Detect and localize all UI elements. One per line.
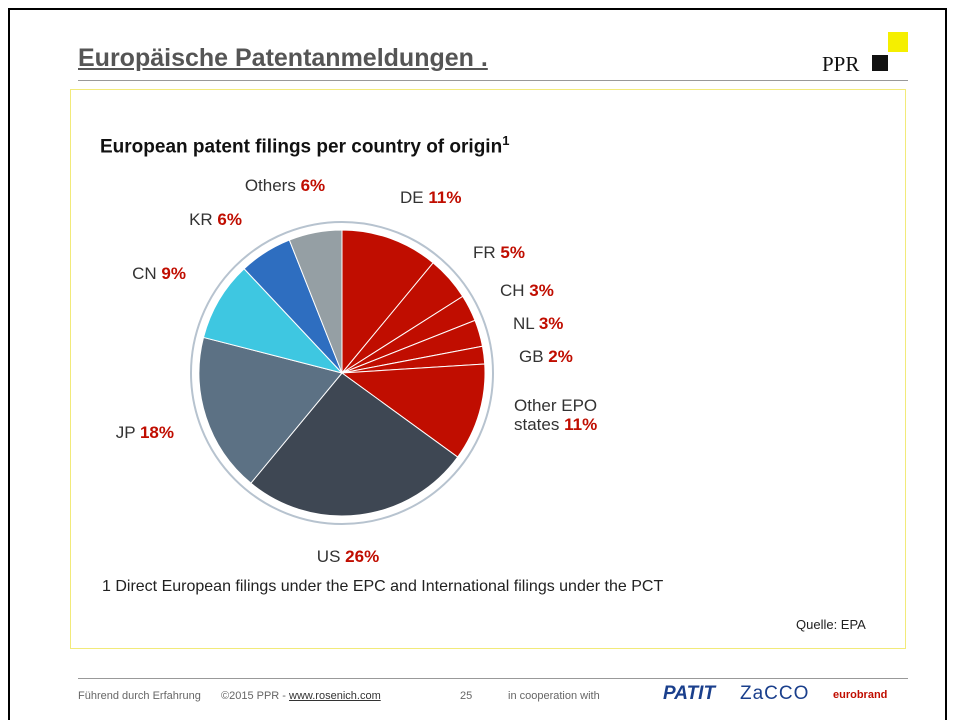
slice-value: 3% bbox=[538, 314, 564, 333]
slice-value: 26% bbox=[345, 547, 380, 566]
partner-zacco: ZaCCO bbox=[740, 683, 810, 704]
slice-label: JP 18% bbox=[116, 423, 174, 442]
slice-value: 6% bbox=[300, 176, 326, 195]
pie-slice bbox=[250, 372, 459, 517]
slice-name: CN bbox=[132, 264, 157, 283]
pie-slice bbox=[340, 363, 486, 458]
slice-name: Others bbox=[244, 176, 296, 195]
slice-value: 5% bbox=[500, 243, 525, 262]
footer-rule bbox=[78, 678, 908, 679]
chart-title: European patent filings per country of o… bbox=[100, 133, 509, 158]
logo-square bbox=[888, 32, 908, 52]
slice-name: FR bbox=[473, 243, 496, 262]
slice-label: KR 6% bbox=[189, 210, 242, 229]
pie-slice bbox=[198, 336, 343, 484]
slice-label: FR 5% bbox=[473, 243, 525, 262]
slice-value: 3% bbox=[529, 281, 554, 300]
slice-name: Other EPO states bbox=[514, 396, 598, 434]
footer-link[interactable]: www.rosenich.com bbox=[289, 690, 381, 702]
pie-slice bbox=[341, 229, 434, 375]
footer-tagline: Führend durch Erfahrung bbox=[78, 690, 201, 702]
slice-value: 18% bbox=[139, 423, 174, 442]
slice-value: 6% bbox=[217, 210, 242, 229]
slice-value: 11% bbox=[564, 415, 598, 434]
slice-name: NL bbox=[513, 314, 535, 333]
copyright: ©2015 PPR - bbox=[221, 690, 290, 702]
title-rule bbox=[78, 80, 908, 81]
slice-label: Others 6% bbox=[245, 176, 325, 195]
slice-name: DE bbox=[400, 188, 424, 207]
slide-title: Europäische Patentanmeldungen . bbox=[78, 44, 488, 72]
footnote: 1 Direct European filings under the EPC … bbox=[102, 578, 664, 595]
slice-value: 2% bbox=[548, 347, 573, 366]
chart-title-text: European patent filings per country of o… bbox=[100, 136, 503, 158]
title-marker: 1 bbox=[502, 133, 510, 148]
pie-slice bbox=[202, 268, 344, 374]
slice-label: NL 3% bbox=[513, 314, 563, 333]
slice-label: Other EPO states 11% bbox=[514, 396, 614, 434]
page-number: 25 bbox=[460, 690, 473, 702]
slice-value: 11% bbox=[428, 188, 462, 207]
slice-value: 9% bbox=[161, 264, 186, 283]
slice-name: GB bbox=[519, 347, 544, 366]
footer-copyright: ©2015 PPR - www.rosenich.com bbox=[221, 690, 381, 702]
logo: PPR bbox=[822, 52, 860, 76]
partner-eurobrand: eurobrand bbox=[833, 689, 888, 701]
cooperation: in cooperation with bbox=[508, 690, 600, 702]
slice-label: DE 11% bbox=[400, 188, 461, 207]
slice-name: JP bbox=[115, 423, 136, 442]
slice-name: KR bbox=[189, 210, 213, 229]
source: Quelle: EPA bbox=[796, 617, 866, 632]
slice-label: CH 3% bbox=[500, 281, 554, 300]
partner-patit: PATIT bbox=[663, 683, 716, 704]
pie-slice bbox=[288, 229, 343, 374]
slice-label: CN 9% bbox=[132, 264, 186, 283]
logo-block bbox=[872, 55, 888, 71]
chart-frame bbox=[70, 89, 906, 649]
slice-name: US bbox=[316, 547, 341, 566]
slice-label: GB 2% bbox=[519, 347, 573, 366]
slice-name: CH bbox=[500, 281, 525, 300]
slice-label: US 26% bbox=[317, 547, 379, 566]
frame bbox=[8, 8, 947, 720]
